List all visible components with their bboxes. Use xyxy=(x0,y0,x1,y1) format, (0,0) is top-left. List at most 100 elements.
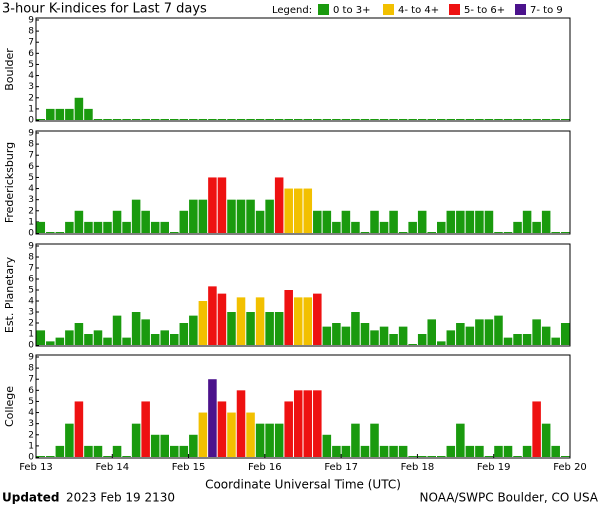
bar xyxy=(122,119,131,120)
y-tick-label: 0 xyxy=(28,453,34,463)
bar xyxy=(541,423,551,457)
legend-label: 0 to 3+ xyxy=(333,5,371,16)
bar xyxy=(236,119,246,120)
bar xyxy=(303,188,313,233)
bar xyxy=(532,119,541,120)
bar xyxy=(160,221,169,233)
bar xyxy=(303,119,313,120)
y-tick-label: 9 xyxy=(28,16,34,26)
y-tick-label: 4 xyxy=(28,297,34,307)
y-tick-label: 5 xyxy=(28,397,34,407)
bar xyxy=(475,210,484,233)
bar xyxy=(217,293,227,345)
y-axis-label: Boulder xyxy=(3,48,16,91)
bar xyxy=(293,119,303,120)
bar xyxy=(313,390,322,457)
bar xyxy=(122,456,131,457)
y-tick-label: 3 xyxy=(28,419,34,429)
bar xyxy=(437,119,446,120)
bar xyxy=(274,423,284,457)
bar xyxy=(427,232,436,233)
y-tick-label: 9 xyxy=(28,242,34,252)
bar xyxy=(446,210,456,233)
y-tick-label: 3 xyxy=(28,195,34,205)
bar xyxy=(313,210,322,233)
bar xyxy=(284,188,293,233)
bar xyxy=(131,119,141,120)
bar xyxy=(131,199,141,233)
bar xyxy=(236,199,246,233)
bar xyxy=(332,119,341,120)
y-tick-label: 6 xyxy=(28,386,34,396)
bar xyxy=(217,119,227,120)
bar xyxy=(322,210,332,233)
bar xyxy=(217,177,227,233)
x-axis-label: Coordinate Universal Time (UTC) xyxy=(205,478,401,492)
bar xyxy=(437,221,446,233)
bar xyxy=(46,341,55,345)
bar xyxy=(560,323,570,345)
bar xyxy=(417,334,427,345)
bar xyxy=(160,330,169,345)
bar xyxy=(484,319,494,345)
bar xyxy=(227,119,236,120)
bar xyxy=(398,326,408,345)
bar xyxy=(446,445,456,457)
bar xyxy=(532,221,541,233)
bar xyxy=(398,445,408,457)
bar xyxy=(265,312,274,345)
bar xyxy=(503,445,513,457)
y-tick-label: 9 xyxy=(28,129,34,139)
bar xyxy=(370,210,379,233)
bar xyxy=(217,401,227,457)
bar xyxy=(332,445,341,457)
bar xyxy=(160,434,169,457)
x-tick-label: Feb 18 xyxy=(401,462,435,473)
bar xyxy=(112,210,122,233)
bar xyxy=(55,337,65,345)
bar xyxy=(351,119,360,120)
bar xyxy=(246,312,255,345)
bar xyxy=(303,297,313,345)
y-tick-label: 5 xyxy=(28,173,34,183)
bar xyxy=(389,119,398,120)
bar xyxy=(284,290,293,345)
y-tick-label: 6 xyxy=(28,275,34,285)
bar xyxy=(437,341,446,345)
bar xyxy=(293,390,303,457)
bar xyxy=(417,456,427,457)
bar xyxy=(351,423,360,457)
bar xyxy=(179,323,189,345)
bar xyxy=(198,199,208,233)
bar xyxy=(522,119,532,120)
bar xyxy=(475,319,484,345)
y-tick-label: 5 xyxy=(28,286,34,296)
bar xyxy=(46,232,55,233)
y-tick-label: 2 xyxy=(28,319,34,329)
bar xyxy=(427,319,436,345)
source: NOAA/SWPC Boulder, CO USA xyxy=(420,491,599,505)
bar xyxy=(55,445,65,457)
bar xyxy=(408,119,417,120)
y-tick-label: 2 xyxy=(28,206,34,216)
y-tick-label: 7 xyxy=(28,375,34,385)
bar xyxy=(456,210,465,233)
bar xyxy=(131,312,141,345)
bar xyxy=(360,445,370,457)
bar xyxy=(360,323,370,345)
legend-label: 4- to 4+ xyxy=(398,5,439,16)
bar xyxy=(379,221,389,233)
bar xyxy=(170,445,179,457)
bar xyxy=(274,119,284,120)
bar xyxy=(93,330,103,345)
bar xyxy=(522,334,532,345)
bar xyxy=(65,108,74,120)
bar xyxy=(141,210,150,233)
bar xyxy=(179,210,189,233)
bar xyxy=(150,334,160,345)
y-tick-label: 0 xyxy=(28,116,34,126)
bar xyxy=(484,119,494,120)
y-tick-label: 4 xyxy=(28,71,34,81)
y-tick-label: 7 xyxy=(28,38,34,48)
bar xyxy=(322,434,332,457)
